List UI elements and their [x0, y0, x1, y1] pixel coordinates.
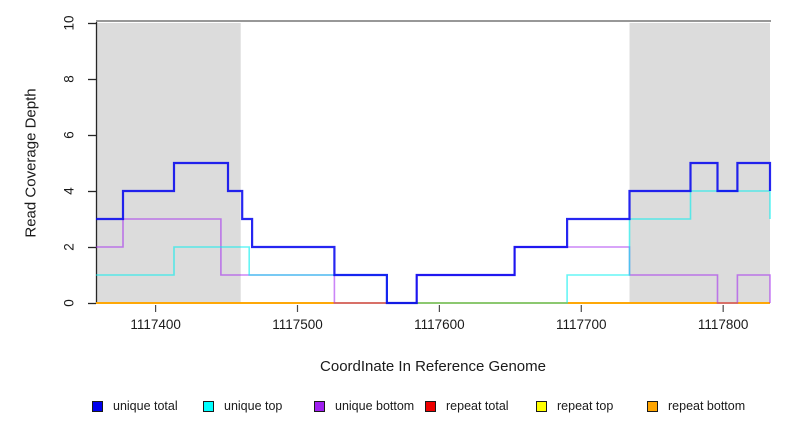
series-line-unique-total: [96, 161, 772, 305]
x-tick-label: 1117600: [414, 317, 465, 332]
y-tick-label: 10: [61, 15, 77, 31]
legend-item-repeat-total: repeat total: [425, 399, 536, 413]
legend-item-unique-bottom: unique bottom: [314, 399, 425, 413]
legend-color-chip: [647, 400, 658, 412]
legend: unique total unique top unique bottom repea…: [92, 399, 758, 413]
legend-color-chip: [314, 400, 325, 412]
legend-label: unique bottom: [335, 399, 415, 413]
legend-color-chip: [425, 400, 436, 412]
y-tick-label: 0: [61, 299, 77, 307]
legend-item-repeat-top: repeat top: [536, 399, 647, 413]
x-tick-label: 1117800: [697, 317, 749, 332]
legend-label: repeat top: [557, 399, 614, 413]
legend-color-chip: [92, 400, 103, 412]
x-tick-label: 1117500: [272, 317, 323, 332]
x-tick-label: 1117400: [130, 317, 181, 332]
series-line-unique-top: [96, 190, 771, 304]
y-tick-label: 4: [61, 187, 77, 195]
legend-item-repeat-bottom: repeat bottom: [647, 399, 758, 413]
legend-label: unique top: [224, 399, 283, 413]
y-axis-title: Read Coverage Depth: [22, 88, 40, 238]
x-axis-title: CoordInate In Reference Genome: [320, 358, 546, 375]
legend-label: repeat total: [446, 399, 509, 413]
legend-color-chip: [536, 400, 547, 412]
y-tick-label: 8: [61, 75, 77, 83]
y-tick-label: 6: [61, 131, 77, 139]
legend-label: repeat bottom: [668, 399, 746, 413]
legend-item-unique-total: unique total: [92, 399, 203, 413]
legend-color-chip: [203, 400, 214, 412]
legend-label: unique total: [113, 399, 178, 413]
legend-item-unique-top: unique top: [203, 399, 314, 413]
y-tick-label: 2: [61, 243, 77, 251]
x-tick-label: 1117700: [555, 317, 607, 332]
